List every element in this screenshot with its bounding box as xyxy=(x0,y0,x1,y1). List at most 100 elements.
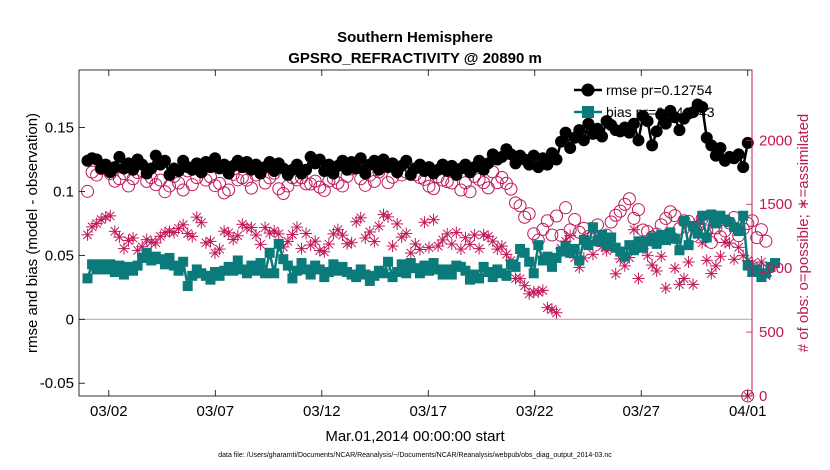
bias-point xyxy=(628,245,639,256)
bias-point xyxy=(369,270,380,281)
rmse-point xyxy=(550,153,563,166)
bias-point xyxy=(410,263,421,274)
bias-point xyxy=(751,264,762,275)
assimilated-obs-point xyxy=(523,287,536,300)
legend-bias-marker xyxy=(582,106,594,118)
possible-obs-point xyxy=(272,182,286,196)
bias-point xyxy=(574,255,585,266)
assimilated-obs-point xyxy=(659,282,672,295)
possible-obs-point xyxy=(604,215,618,229)
bias-point xyxy=(114,260,125,271)
possible-obs-point xyxy=(559,201,573,215)
bias-point xyxy=(460,265,471,276)
bias-point xyxy=(519,247,530,258)
bias-point xyxy=(396,259,407,270)
legend: rmse pr=0.12754 bias pr=0.041943 xyxy=(574,82,715,120)
assimilated-obs-point xyxy=(236,218,249,231)
legend-rmse-label: rmse pr=0.12754 xyxy=(606,82,712,98)
bias-point xyxy=(214,270,225,281)
possible-obs-point xyxy=(458,176,472,190)
possible-obs-point xyxy=(509,196,523,210)
bias-point xyxy=(615,246,626,257)
bias-point xyxy=(419,260,430,271)
x-tick-label: 03/22 xyxy=(516,403,554,420)
assimilated-obs-point xyxy=(318,245,331,258)
assimilated-obs-point xyxy=(477,228,490,241)
possible-obs-point xyxy=(631,203,645,217)
possible-obs-point xyxy=(121,179,135,193)
assimilated-obs-point xyxy=(300,227,313,240)
assimilated-obs-point xyxy=(404,247,417,260)
bias-point xyxy=(733,226,744,237)
assimilated-obs-point xyxy=(290,221,303,234)
bias-point xyxy=(282,260,293,271)
possible-obs-point xyxy=(153,173,167,187)
possible-obs-point xyxy=(299,177,313,191)
assimilated-obs-point xyxy=(495,240,508,253)
rmse-point xyxy=(655,108,668,121)
assimilated-obs-point xyxy=(423,241,436,254)
assimilated-obs-point xyxy=(586,248,599,261)
rmse-point xyxy=(190,157,203,170)
rmse-point xyxy=(218,158,231,171)
assimilated-obs-point xyxy=(432,240,445,253)
assimilated-obs-point xyxy=(473,242,486,255)
bias-point xyxy=(328,259,339,270)
possible-obs-point xyxy=(244,181,258,195)
bias-point xyxy=(155,254,166,265)
bias-point xyxy=(232,255,243,266)
bias-point xyxy=(683,240,694,251)
possible-obs-point xyxy=(172,176,186,190)
bias-point xyxy=(669,233,680,244)
bias-point xyxy=(264,247,275,258)
assimilated-obs-point xyxy=(541,301,554,314)
assimilated-obs-point xyxy=(377,208,390,221)
x-tick-label: 03/02 xyxy=(90,403,128,420)
bias-point xyxy=(688,220,699,231)
assimilated-obs-point xyxy=(655,250,668,263)
assimilated-obs-point xyxy=(286,228,299,241)
bias-point xyxy=(601,240,612,251)
rmse-point xyxy=(386,157,399,170)
y-tick-label-right: 0 xyxy=(759,388,767,405)
bias-point xyxy=(273,238,284,249)
rmse-point xyxy=(136,158,149,171)
assimilated-obs-point xyxy=(336,229,349,242)
bias-point xyxy=(178,256,189,267)
bias-point xyxy=(355,264,366,275)
rmse-point xyxy=(696,101,709,114)
rmse-point xyxy=(577,134,590,147)
possible-obs-point xyxy=(222,183,236,197)
rmse-point xyxy=(582,117,595,130)
assimilated-obs-point xyxy=(113,231,126,244)
bias-point xyxy=(228,265,239,276)
bias-point xyxy=(760,268,771,279)
assimilated-obs-point xyxy=(545,303,558,316)
bias-point xyxy=(569,243,580,254)
bias-point xyxy=(706,209,717,220)
assimilated-obs-point xyxy=(263,227,276,240)
possible-obs-point xyxy=(185,178,199,192)
bias-point xyxy=(770,258,781,269)
legend-bias-label: bias pr=0.041943 xyxy=(606,104,715,120)
assimilated-obs-point xyxy=(363,225,376,238)
assimilated-obs-point xyxy=(104,209,117,222)
rmse-point xyxy=(714,141,727,154)
bias-point xyxy=(656,229,667,240)
assimilated-obs-point xyxy=(331,223,344,236)
rmse-point xyxy=(646,139,659,152)
assimilated-obs-point xyxy=(227,233,240,246)
assimilated-obs-point xyxy=(646,259,659,272)
chart-title: Southern Hemisphere xyxy=(337,29,493,46)
assimilated-obs-point xyxy=(195,216,208,229)
rmse-point xyxy=(359,167,372,180)
possible-obs-point xyxy=(522,207,536,221)
assimilated-obs-point xyxy=(728,253,741,266)
rmse-point xyxy=(195,166,208,179)
assimilated-obs-point xyxy=(550,306,563,319)
assimilated-obs-point xyxy=(536,284,549,297)
rmse-point xyxy=(641,115,654,128)
rmse-point xyxy=(555,135,568,148)
bias-point xyxy=(128,265,139,276)
assimilated-obs-point xyxy=(514,272,527,285)
